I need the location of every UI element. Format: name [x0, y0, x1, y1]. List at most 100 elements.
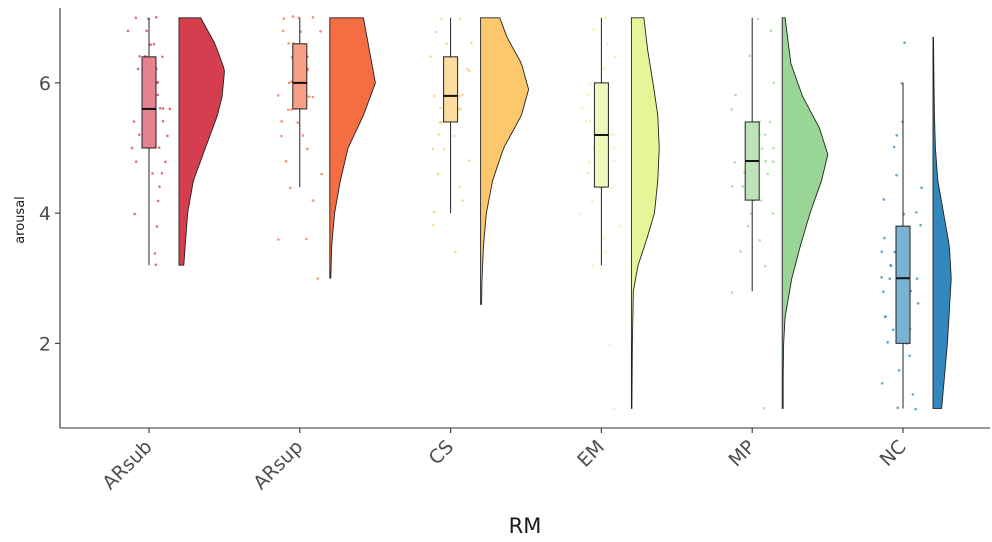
- data-point: [769, 29, 773, 32]
- data-point: [880, 276, 883, 279]
- data-point: [470, 41, 473, 44]
- data-point: [920, 186, 923, 190]
- x-tick-label: MP: [724, 436, 759, 471]
- data-point: [432, 210, 436, 214]
- data-point: [746, 224, 750, 228]
- data-point: [607, 343, 611, 346]
- data-point: [915, 277, 919, 280]
- data-point: [311, 95, 315, 99]
- data-point: [311, 16, 315, 19]
- data-point: [730, 108, 733, 111]
- data-point: [442, 147, 446, 151]
- data-point: [889, 264, 893, 268]
- box-iqr: [895, 225, 911, 344]
- data-point: [618, 225, 621, 229]
- x-tick-label: ARsup: [249, 436, 307, 494]
- data-point: [611, 133, 615, 136]
- data-point: [437, 133, 440, 136]
- data-point: [130, 146, 134, 150]
- data-point: [156, 80, 160, 84]
- data-point: [734, 93, 737, 97]
- data-point: [613, 55, 617, 58]
- data-point: [592, 28, 595, 32]
- data-point: [604, 251, 608, 254]
- data-point: [903, 41, 906, 44]
- data-point: [764, 159, 767, 163]
- data-point: [452, 134, 456, 138]
- data-point: [161, 119, 165, 123]
- data-point: [138, 55, 141, 58]
- data-point: [588, 120, 592, 123]
- data-point: [439, 106, 442, 110]
- data-point: [457, 108, 461, 111]
- data-point: [156, 199, 160, 203]
- data-point: [429, 55, 432, 58]
- data-point: [893, 250, 897, 254]
- data-point: [880, 381, 884, 385]
- box-iqr: [443, 56, 459, 123]
- data-point: [587, 160, 591, 164]
- raincloud-mp: [730, 17, 829, 410]
- data-point: [580, 107, 584, 110]
- data-point: [287, 42, 290, 45]
- data-point: [612, 407, 616, 410]
- data-point: [606, 42, 609, 46]
- data-point: [431, 147, 435, 151]
- y-tick-label: 2: [39, 333, 51, 355]
- data-point: [440, 17, 443, 21]
- data-point: [164, 160, 167, 164]
- data-point: [280, 134, 283, 138]
- y-axis-title: arousal: [13, 196, 28, 244]
- data-point: [908, 354, 911, 358]
- y-tick-label: 6: [39, 73, 51, 95]
- raincloud-em: [579, 16, 660, 410]
- data-point: [612, 147, 615, 150]
- data-point: [136, 67, 140, 71]
- data-point: [882, 198, 886, 201]
- data-point: [614, 134, 618, 138]
- data-point: [911, 393, 915, 396]
- data-point: [589, 82, 592, 85]
- data-point: [468, 69, 471, 73]
- data-point: [296, 121, 300, 124]
- data-point: [168, 107, 172, 111]
- plot-area: [126, 15, 952, 411]
- x-tick-label: ARsub: [98, 436, 156, 494]
- data-point: [434, 30, 438, 34]
- data-point: [281, 29, 285, 33]
- data-point: [161, 55, 164, 59]
- box-iqr: [292, 43, 308, 110]
- data-point: [276, 94, 280, 97]
- violin-arsub: [178, 17, 225, 266]
- data-point: [739, 250, 742, 253]
- data-point: [461, 93, 464, 97]
- data-point: [768, 120, 772, 124]
- data-point: [900, 81, 904, 85]
- data-point: [134, 160, 138, 164]
- data-point: [286, 108, 290, 111]
- data-point: [467, 159, 471, 162]
- data-point: [584, 119, 588, 123]
- data-point: [154, 15, 158, 19]
- data-point: [433, 94, 436, 98]
- data-point: [610, 186, 613, 190]
- data-point: [156, 93, 160, 97]
- data-point: [439, 120, 443, 124]
- data-point: [730, 291, 734, 294]
- data-point: [763, 133, 767, 136]
- data-point: [158, 106, 162, 110]
- data-point: [154, 263, 158, 267]
- data-point: [771, 160, 775, 164]
- data-point: [290, 108, 293, 112]
- data-point: [319, 29, 322, 33]
- violin-em: [630, 17, 660, 409]
- data-point: [766, 172, 770, 176]
- data-point: [287, 81, 291, 85]
- data-point: [280, 120, 283, 123]
- data-point: [741, 185, 745, 188]
- violin-arsup: [329, 17, 376, 279]
- data-point: [149, 43, 152, 46]
- data-point: [883, 236, 886, 240]
- data-point: [157, 146, 161, 149]
